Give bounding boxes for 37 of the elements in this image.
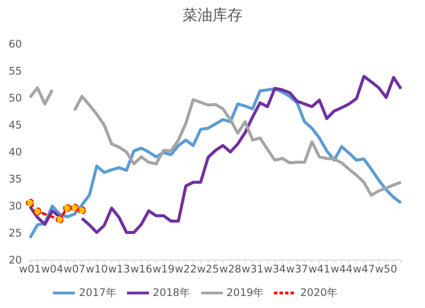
chart-title: 菜油库存 (182, 6, 244, 25)
x-tick-label: w31 (242, 263, 264, 276)
x-tick-label: w47 (352, 263, 375, 276)
legend-label: 2017年 (79, 286, 117, 299)
y-tick-label: 40 (8, 146, 22, 159)
legend-label: 2020年 (300, 286, 338, 299)
y-tick-label: 25 (8, 228, 22, 240)
point (78, 206, 86, 214)
x-tick-label: w25 (197, 263, 220, 276)
y-tick-label: 45 (8, 120, 22, 132)
x-tick-label: w22 (174, 263, 197, 276)
x-tick-label: w13 (108, 263, 130, 276)
y-tick-label: 20 (8, 254, 22, 267)
x-tick-label: w34 (264, 263, 286, 276)
x-tick-label: w37 (286, 263, 308, 276)
x-tick-label: w04 (41, 263, 64, 276)
point (56, 216, 64, 224)
y-tick-label: 35 (8, 174, 22, 186)
point (26, 198, 34, 207)
x-tick-label: w16 (130, 263, 153, 276)
y-tick-label: 60 (8, 38, 22, 51)
y-tick-label: 55 (8, 66, 22, 78)
x-tick-label: w28 (219, 263, 242, 276)
x-tick-label: w50 (375, 263, 398, 276)
x-tick-label: w10 (86, 263, 108, 276)
y-tick-label: 50 (8, 92, 22, 105)
x-tick-label: w07 (64, 263, 86, 276)
point (33, 207, 42, 216)
legend-label: 2018年 (152, 286, 190, 299)
x-tick-label: w19 (152, 263, 175, 276)
x-tick-label: w41 (308, 263, 330, 276)
point (70, 204, 79, 212)
point (63, 204, 72, 212)
x-tick-label: w01 (19, 263, 41, 276)
x-tick-label: w44 (330, 263, 353, 276)
y-tick-label: 30 (8, 200, 22, 213)
legend-label: 2019年 (226, 286, 264, 299)
